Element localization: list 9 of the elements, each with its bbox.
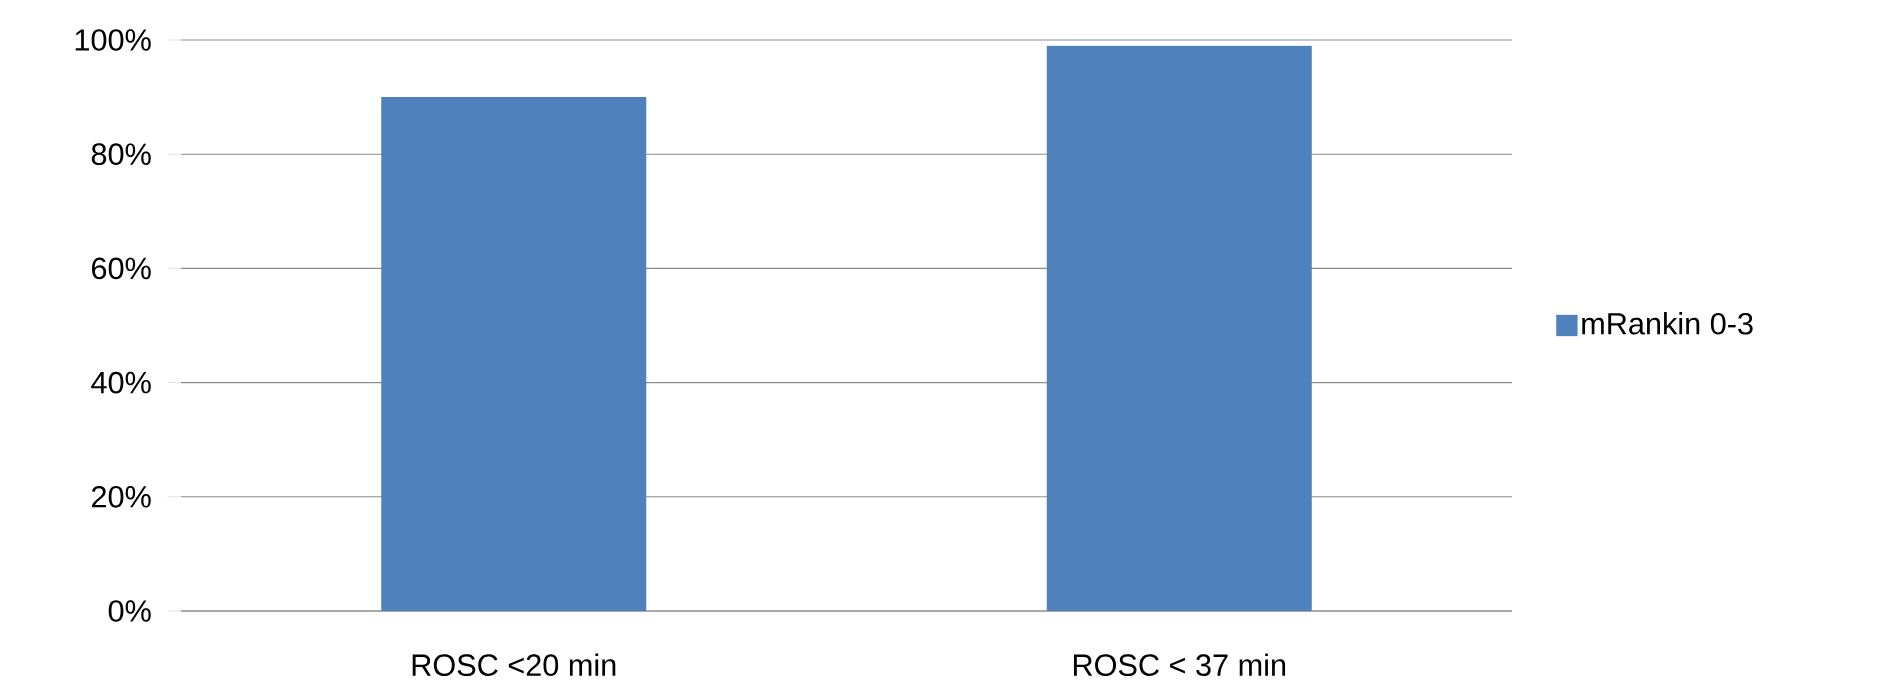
y-tick-label: 20% <box>92 485 151 508</box>
x-tick-label: ROSC <20 min <box>412 653 616 677</box>
y-tick-label: 100% <box>75 29 151 51</box>
y-tick-label: 0% <box>108 600 151 622</box>
y-tick-label: 80% <box>91 143 151 166</box>
y-tick-label: 60% <box>92 257 151 280</box>
x-tick-label: ROSC < 37 min <box>1073 653 1286 677</box>
legend-label: mRankin 0-3 <box>1582 312 1753 335</box>
y-tick-label: 40% <box>91 371 151 394</box>
